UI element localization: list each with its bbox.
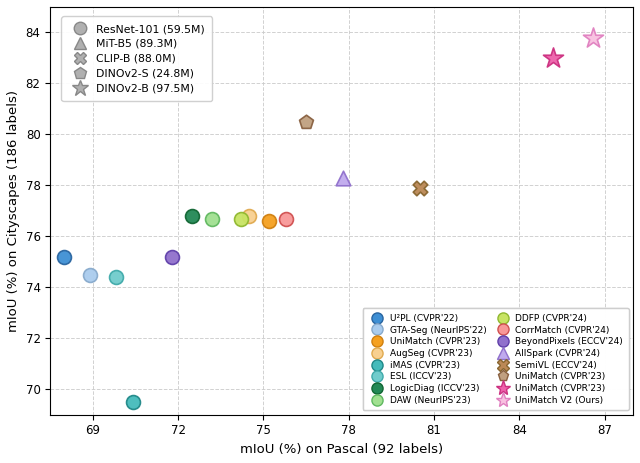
Y-axis label: mIoU (%) on Cityscapes (186 labels): mIoU (%) on Cityscapes (186 labels) [7, 90, 20, 332]
Point [60, 253, 70, 261]
Point [588, 34, 598, 41]
Point [236, 215, 246, 222]
Point [85, 271, 95, 278]
Point [188, 212, 198, 219]
Point [207, 215, 218, 222]
Point [264, 217, 275, 225]
Point [127, 398, 138, 406]
Point [415, 184, 425, 192]
Point [167, 253, 177, 261]
Point [548, 54, 559, 62]
Point [301, 118, 311, 125]
Point [244, 212, 254, 219]
Point [111, 274, 121, 281]
Legend: U²PL (CVPR'22), GTA-Seg (NeurIPS'22), UniMatch (CVPR'23), AugSeg (CVPR'23), iMAS: U²PL (CVPR'22), GTA-Seg (NeurIPS'22), Un… [363, 308, 628, 410]
Point [281, 215, 291, 222]
Point [338, 174, 348, 181]
X-axis label: mIoU (%) on Pascal (92 labels): mIoU (%) on Pascal (92 labels) [240, 443, 444, 456]
